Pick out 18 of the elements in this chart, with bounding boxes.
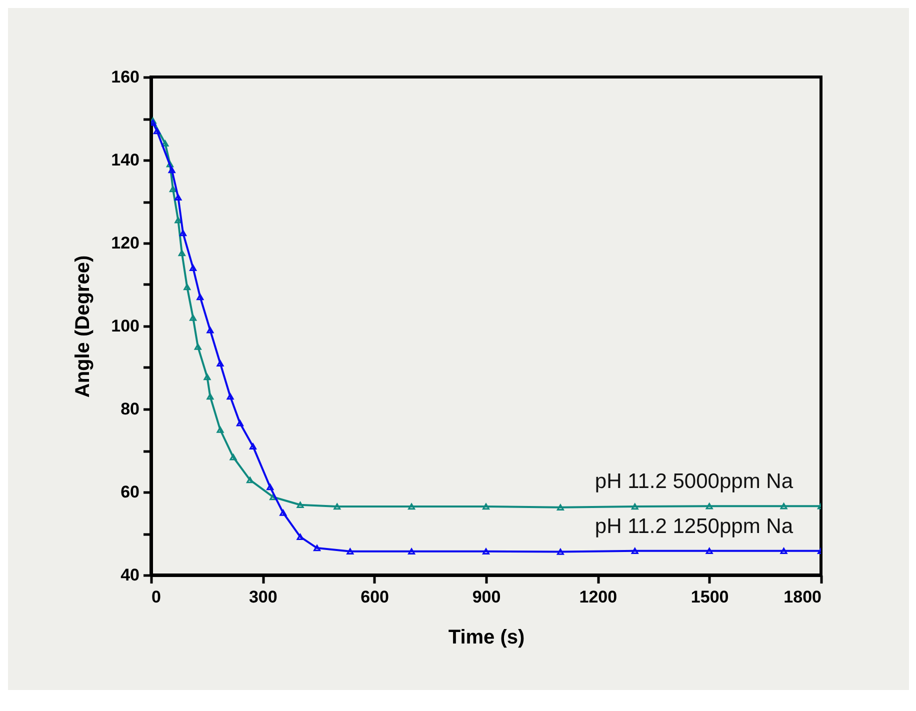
x-tick-label: 600 (360, 588, 390, 606)
x-axis-title: Time (s) (448, 626, 525, 648)
x-tick-label: 300 (248, 588, 278, 606)
x-tick-label: 1200 (579, 588, 618, 606)
series-label: pH 11.2 5000ppm Na (594, 470, 794, 494)
x-tick-label: 900 (472, 588, 501, 606)
y-tick-label: 40 (120, 566, 140, 584)
y-tick-label: 160 (111, 68, 140, 86)
x-tick-label: 1500 (690, 588, 729, 606)
y-tick-label: 60 (120, 482, 140, 502)
y-tick-label: 100 (111, 316, 140, 336)
y-tick-label: 80 (120, 400, 140, 418)
series-label: pH 11.2 1250ppm Na (594, 514, 794, 538)
x-tick-label: 1800 (784, 588, 822, 606)
x-tick-label: 0 (152, 588, 161, 606)
y-axis-title: Angle (Degree) (72, 255, 94, 398)
y-tick-label: 140 (111, 150, 140, 170)
y-tick-label: 120 (111, 234, 140, 252)
